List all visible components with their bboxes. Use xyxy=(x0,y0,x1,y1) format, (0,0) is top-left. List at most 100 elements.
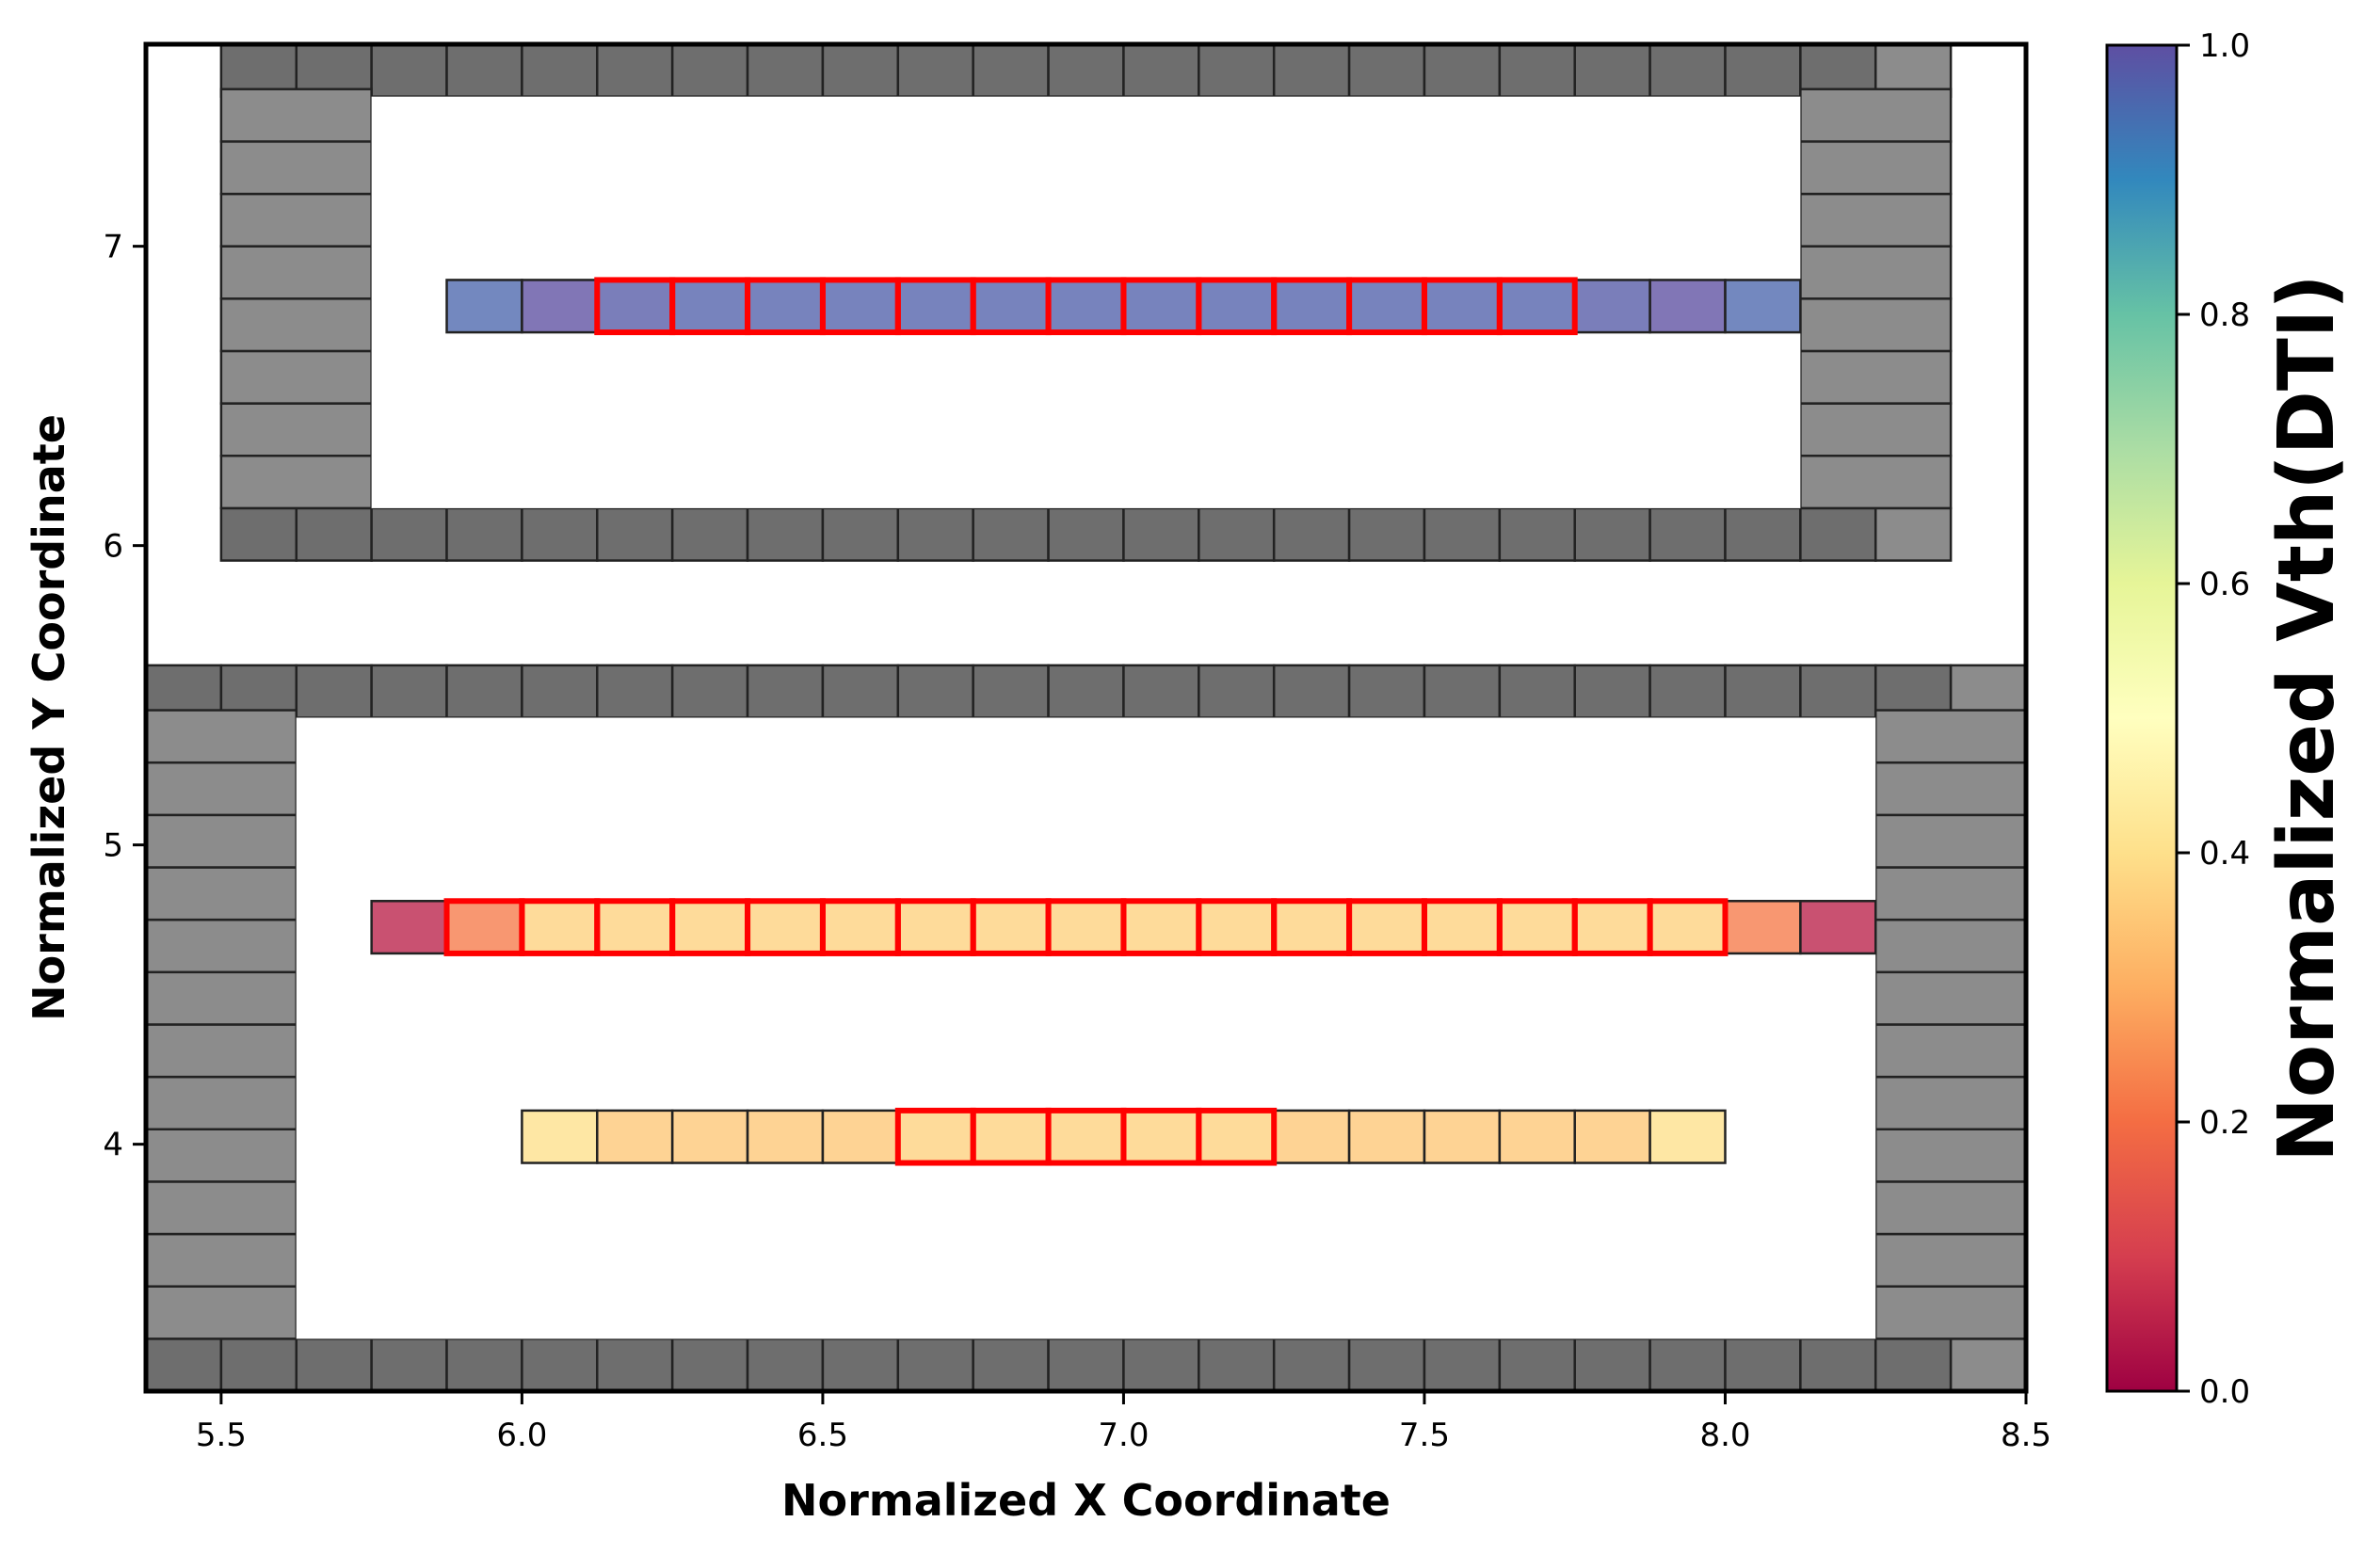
data-cell-row-middle xyxy=(370,900,448,955)
data-cell-row-middle xyxy=(670,900,749,955)
data-cell-row-top xyxy=(746,279,825,334)
dummy-cell xyxy=(972,42,1050,98)
dummy-cell xyxy=(1724,42,1802,98)
data-cell-row-bottom xyxy=(596,1109,674,1164)
dummy-cell xyxy=(1799,349,1953,405)
data-cell-row-top xyxy=(1724,279,1802,334)
dummy-cell xyxy=(1047,664,1125,719)
dummy-cell xyxy=(1873,1023,2028,1079)
dummy-cell xyxy=(1873,970,2028,1026)
dummy-cell xyxy=(521,506,599,562)
data-cell-row-bottom xyxy=(972,1109,1050,1164)
x-tick-label: 7.5 xyxy=(1399,1417,1450,1454)
dummy-cell xyxy=(896,664,974,719)
dummy-cell xyxy=(144,1285,298,1340)
data-cell-row-bottom xyxy=(1423,1109,1502,1164)
dummy-cell xyxy=(219,1338,298,1393)
data-cell-row-middle xyxy=(1047,900,1125,955)
dummy-cell xyxy=(144,1023,298,1079)
dummy-cell xyxy=(521,1338,599,1393)
dummy-cell xyxy=(144,1232,298,1288)
dummy-cell xyxy=(1648,664,1727,719)
dummy-cell xyxy=(1873,1285,2028,1340)
dummy-cell xyxy=(1873,1128,2028,1183)
colorbar-gradient xyxy=(2105,43,2179,1393)
plot-frame xyxy=(143,41,2029,1394)
data-cell-row-bottom xyxy=(896,1109,974,1164)
data-cell-row-middle xyxy=(896,900,974,955)
data-cell-row-top xyxy=(1047,279,1125,334)
data-cell-row-bottom xyxy=(1648,1109,1727,1164)
dummy-cell xyxy=(1498,506,1576,562)
dummy-cell xyxy=(1799,297,1953,353)
x-tick-label: 8.0 xyxy=(1699,1417,1750,1454)
y-tick-label: 4 xyxy=(103,1127,123,1164)
dummy-cell xyxy=(746,506,825,562)
y-axis-label: Normalized Y Coordinate xyxy=(24,414,74,1021)
y-tick-label: 5 xyxy=(103,827,123,865)
dummy-cell xyxy=(144,1180,298,1236)
dummy-cell xyxy=(821,664,900,719)
data-cell-row-middle xyxy=(1122,900,1200,955)
dummy-cell xyxy=(1724,506,1802,562)
dummy-cell xyxy=(1873,709,2028,764)
colorbar-label: Normalized Vth(DTI) xyxy=(2262,274,2352,1161)
dummy-cell xyxy=(144,1338,223,1393)
dummy-cell xyxy=(1498,42,1576,98)
dummy-cell xyxy=(1198,664,1276,719)
data-cell-row-top xyxy=(521,279,599,334)
dummy-cell xyxy=(1799,506,1877,562)
dummy-cell xyxy=(1498,664,1576,719)
data-cell-row-middle xyxy=(445,900,523,955)
dummy-cell xyxy=(521,664,599,719)
dummy-cell xyxy=(1423,42,1502,98)
colorbar-ticks: 0.0 0.2 0.4 0.6 0.8 1.0 xyxy=(2177,27,2250,1411)
dummy-cell xyxy=(596,506,674,562)
data-cell-row-bottom xyxy=(1047,1109,1125,1164)
y-tick-label: 6 xyxy=(103,528,123,566)
dummy-cell xyxy=(1873,813,2028,869)
data-cell-row-top xyxy=(1573,279,1651,334)
dummy-cell xyxy=(445,506,523,562)
dummy-cell xyxy=(370,42,448,98)
dummy-cell xyxy=(1799,192,1953,248)
data-cell-row-middle xyxy=(1573,900,1651,955)
colorbar-tick-label: 0.4 xyxy=(2199,835,2250,873)
dummy-cell xyxy=(1949,664,2028,719)
data-cell-row-top xyxy=(596,279,674,334)
dummy-cell xyxy=(144,1128,298,1183)
dummy-cell xyxy=(746,664,825,719)
dummy-cell xyxy=(896,506,974,562)
dummy-cell xyxy=(821,42,900,98)
dummy-cell xyxy=(1873,506,1953,562)
data-cell-row-top xyxy=(1498,279,1576,334)
dummy-cell xyxy=(1198,506,1276,562)
dummy-cell xyxy=(144,1075,298,1130)
dummy-cell xyxy=(370,664,448,719)
data-cell-row-middle xyxy=(1272,900,1351,955)
dummy-cell xyxy=(219,297,373,353)
dummy-cell xyxy=(144,761,298,817)
dummy-cell xyxy=(670,506,749,562)
data-cell-row-middle xyxy=(1423,900,1502,955)
data-cell-row-top xyxy=(1347,279,1426,334)
dummy-cell xyxy=(1347,664,1426,719)
dummy-cell xyxy=(1648,506,1727,562)
data-cell-row-top xyxy=(896,279,974,334)
dummy-cell xyxy=(1347,42,1426,98)
dummy-cell xyxy=(972,664,1050,719)
data-cell-row-bottom xyxy=(1122,1109,1200,1164)
dummy-cell xyxy=(1573,664,1651,719)
dummy-cell xyxy=(821,1338,900,1393)
x-tick-label: 6.0 xyxy=(496,1417,547,1454)
data-cell-row-middle xyxy=(1347,900,1426,955)
dummy-cell xyxy=(670,1338,749,1393)
dummy-cell xyxy=(1498,1338,1576,1393)
cells-layer xyxy=(144,42,2028,1393)
data-cell-row-middle xyxy=(1799,900,1877,955)
dummy-cell xyxy=(670,42,749,98)
dummy-cell xyxy=(1799,664,1877,719)
dummy-cell xyxy=(1799,245,1953,300)
dummy-cell xyxy=(1573,42,1651,98)
